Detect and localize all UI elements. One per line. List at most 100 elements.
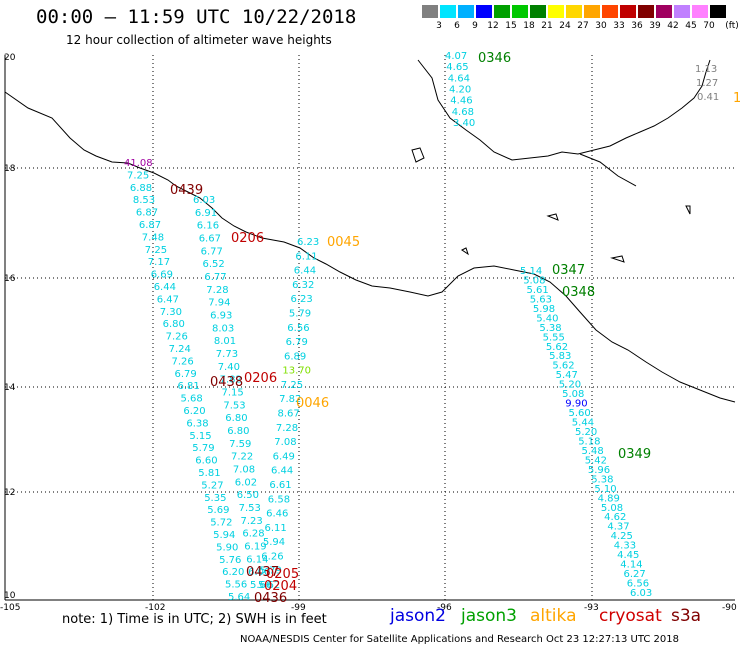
colorbar-tick: 12 <box>487 21 499 31</box>
pass-times: 0346 1 0439 0206 0045 0347 0348 0438 020… <box>170 51 740 606</box>
wave-height-value: 7.24 <box>169 344 191 355</box>
wave-height-value: 6.58 <box>268 494 290 505</box>
wave-height-value: 6.87 <box>139 220 161 231</box>
pass-time-label: 0436 <box>254 591 287 606</box>
wave-height-value: 4.33 <box>614 541 636 552</box>
y-label: 18 <box>4 164 16 174</box>
wave-height-value: 5.83 <box>549 351 571 362</box>
wave-height-value: 6.56 <box>287 323 309 334</box>
pass-time-label: 0206 <box>244 371 277 386</box>
wave-height-value: 6.23 <box>291 294 313 305</box>
colorbar-tick: 30 <box>595 21 607 31</box>
wave-height-value: 7.53 <box>223 400 245 411</box>
wave-height-value: 5.94 <box>263 537 285 548</box>
wave-height-value: 8.67 <box>278 409 300 420</box>
colorbar-tick: 6 <box>454 21 460 31</box>
wave-height-value: 7.30 <box>160 307 182 318</box>
wave-height-value: 5.94 <box>213 530 235 541</box>
pass-time-label: 0438 <box>210 375 243 390</box>
wave-height-value: 6.60 <box>195 456 217 467</box>
wave-height-value: 4.68 <box>452 107 474 118</box>
wave-height-value: 5.08 <box>523 276 545 287</box>
wave-height-value: 8.01 <box>214 336 236 347</box>
colorbar-swatch <box>692 5 708 18</box>
wave-height-value: 7.25 <box>281 380 303 391</box>
wave-height-value: 1.27 <box>696 78 718 89</box>
wave-height-value: 5.79 <box>289 309 311 320</box>
legend-jason3: jason3 <box>461 606 517 626</box>
wave-height-value: 5.98 <box>533 304 555 315</box>
wave-height-value: 8.03 <box>212 323 234 334</box>
wave-height-value: 4.14 <box>620 560 642 571</box>
wave-height-value: 5.72 <box>210 518 232 529</box>
wave-height-value: 6.88 <box>130 183 152 194</box>
wave-height-value: 6.87 <box>136 208 158 219</box>
wave-height-value: 5.79 <box>192 443 214 454</box>
wave-height-value: 6.02 <box>235 477 257 488</box>
pass-time-label: 0206 <box>231 231 264 246</box>
wave-height-value: 6.23 <box>297 237 319 248</box>
wave-height-value: 5.90 <box>216 542 238 553</box>
wave-height-value: 7.25 <box>145 245 167 256</box>
wave-height-value: 4.64 <box>448 73 470 84</box>
colorbar-swatch <box>656 5 672 18</box>
pass-time-label: 0046 <box>296 396 329 411</box>
colorbar-swatch <box>584 5 600 18</box>
wave-height-value: 7.94 <box>208 298 230 309</box>
pacific-coastline <box>4 91 736 403</box>
chart-title: 00:00 — 11:59 UTC 10/22/2018 <box>36 6 357 28</box>
colorbar-swatch <box>566 5 582 18</box>
wave-height-value: 7.25 <box>127 170 149 181</box>
wave-height-value: 5.38 <box>539 323 561 334</box>
colorbar-swatch <box>602 5 618 18</box>
wave-height-value: 5.44 <box>572 418 594 429</box>
wave-height-value: 7.26 <box>166 332 188 343</box>
wave-height-value: 5.20 <box>575 427 597 438</box>
colorbar-tick: 24 <box>559 21 571 31</box>
pass-time-label: 0348 <box>562 285 595 300</box>
x-label: -90 <box>722 603 737 613</box>
wave-height-value: 7.48 <box>142 232 164 243</box>
x-label: -96 <box>437 603 452 613</box>
wave-height-value: 6.56 <box>627 579 649 590</box>
colorbar-swatch <box>620 5 636 18</box>
wave-height-value: 6.81 <box>178 381 200 392</box>
pass-time-label: 0346 <box>478 51 511 66</box>
colorbar-swatch <box>548 5 564 18</box>
wave-height-value: 5.40 <box>536 313 558 324</box>
wave-height-value: 6.79 <box>286 337 308 348</box>
wave-height-value: 6.47 <box>157 294 179 305</box>
wave-height-value: 6.03 <box>193 195 215 206</box>
wave-height-value: 4.89 <box>598 493 620 504</box>
wave-height-value: 7.53 <box>239 503 261 514</box>
wave-height-value: 6.69 <box>151 270 173 281</box>
wave-height-value: 6.80 <box>227 426 249 437</box>
peninsula-coast <box>579 153 637 187</box>
wave-height-value: 4.45 <box>617 550 639 561</box>
colorbar-swatch <box>674 5 690 18</box>
wave-height-value: 7.82 <box>279 394 301 405</box>
wave-height-value: 7.28 <box>206 285 228 296</box>
y-label: 20 <box>4 53 16 63</box>
wave-height-value: 6.93 <box>210 311 232 322</box>
wave-height-value: 5.62 <box>258 580 280 591</box>
island-shape <box>610 255 625 263</box>
wave-height-value: 7.22 <box>231 452 253 463</box>
y-label: 10 <box>4 591 16 601</box>
wave-height-value: 6.91 <box>195 208 217 219</box>
footer-note: note: 1) Time is in UTC; 2) SWH is in fe… <box>62 612 327 627</box>
wave-height-value: 6.46 <box>266 509 288 520</box>
wave-height-value: 6.16 <box>197 221 219 232</box>
colorbar-tick: 18 <box>523 21 535 31</box>
wave-height-value: 6.14 <box>246 554 268 565</box>
wave-height-value: 4.46 <box>450 96 472 107</box>
wave-height-value: 7.15 <box>222 388 244 399</box>
wave-height-value: 5.63 <box>530 294 552 305</box>
wave-height-value: 5.20 <box>559 380 581 391</box>
colorbar-unit: (ft) <box>725 21 739 31</box>
colorbar-tick: 27 <box>577 21 589 31</box>
wave-height-value: 5.61 <box>527 285 549 296</box>
wave-height-value: 6.44 <box>154 282 176 293</box>
wave-height-value: 6.27 <box>624 569 646 580</box>
wave-height-value: 6.50 <box>237 490 259 501</box>
